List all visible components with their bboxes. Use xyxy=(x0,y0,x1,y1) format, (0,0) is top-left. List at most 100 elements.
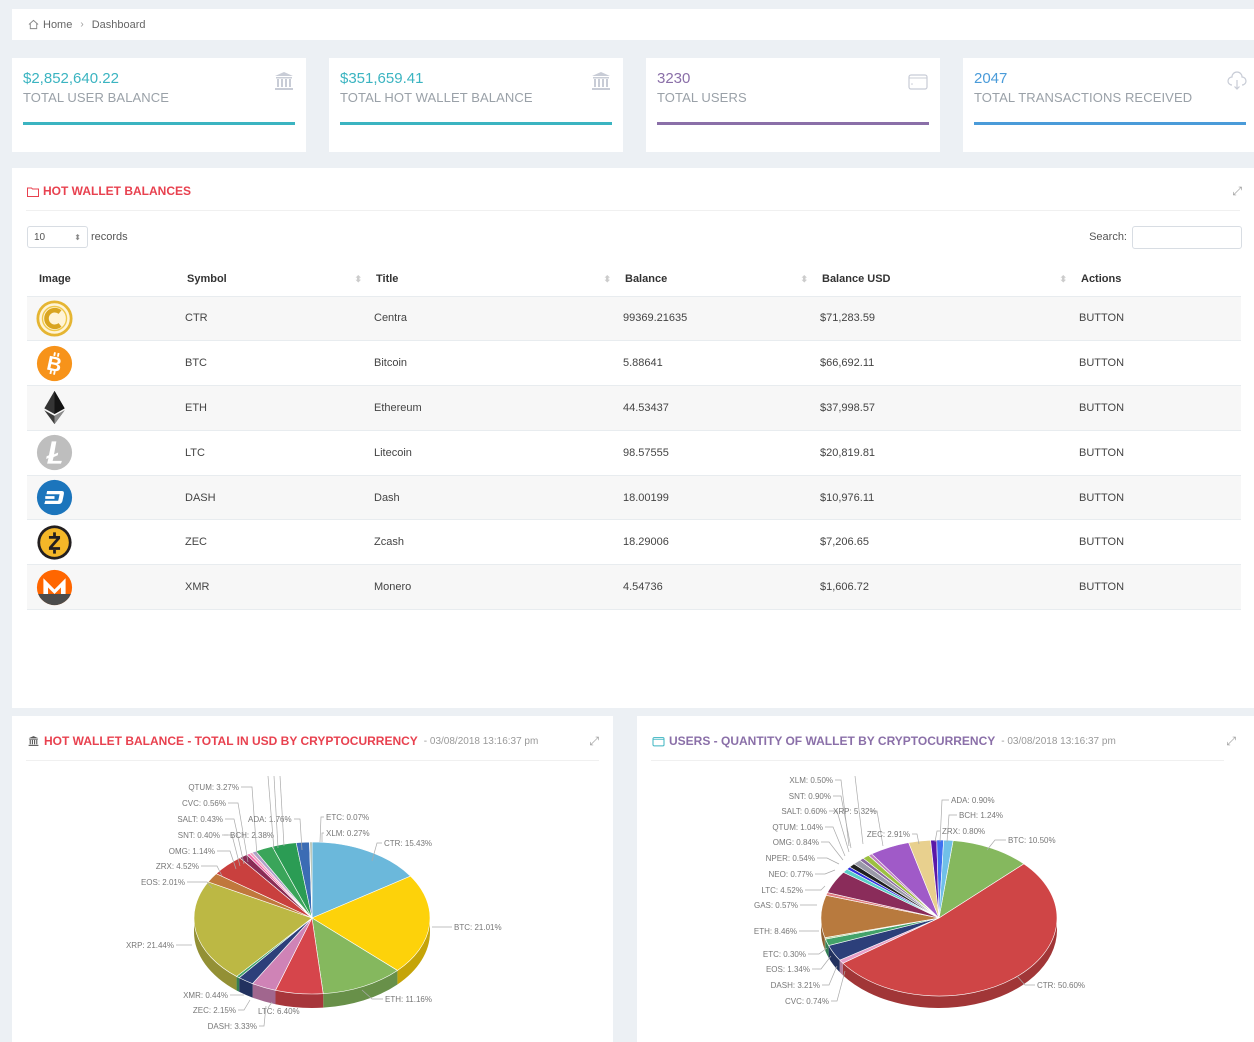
stat-label: TOTAL USER BALANCE xyxy=(23,90,170,105)
wallet-icon xyxy=(908,74,928,90)
action-button[interactable]: BUTTON xyxy=(1071,475,1241,521)
cell-title: Litecoin xyxy=(366,430,615,476)
cell-symbol: LTC xyxy=(177,430,366,476)
action-button[interactable]: BUTTON xyxy=(1071,519,1241,566)
column-header-symbol[interactable]: Symbol ⬍ xyxy=(177,262,366,297)
cell-title: Ethereum xyxy=(366,385,615,431)
pie-label-leader xyxy=(201,865,223,877)
cell-balance: 99369.21635 xyxy=(615,296,812,342)
pie-label: BTC: 21.01% xyxy=(454,923,502,932)
chart-title-text: USERS - QUANTITY OF WALLET BY CRYPTOCURR… xyxy=(669,734,996,748)
pie-label: XMR: 0.44% xyxy=(183,991,228,1000)
cell-balance: 18.00199 xyxy=(615,475,812,521)
pie-chart: CTR: 15.43% BTC: 21.01% ETH: 11.16% LTC: 6.… xyxy=(126,775,502,1031)
stat-label: TOTAL TRANSACTIONS RECEIVED xyxy=(974,90,1193,105)
pie-label: DASH: 3.21% xyxy=(771,981,820,990)
column-header-image: Image xyxy=(27,262,177,297)
column-header-balance[interactable]: Balance ⬍ xyxy=(615,262,812,297)
chart-title: HOT WALLET BALANCE - TOTAL IN USD BY CRY… xyxy=(27,734,538,748)
pie-label-leader xyxy=(1016,975,1035,986)
pie-slice-side-zec xyxy=(239,977,253,998)
wallet-icon xyxy=(652,736,665,746)
action-button[interactable]: BUTTON xyxy=(1071,430,1241,476)
stat-value: 3230 xyxy=(657,70,691,87)
expand-icon[interactable]: ⤢ xyxy=(1232,184,1242,198)
breadcrumb-home-link[interactable]: Home xyxy=(43,18,73,31)
cell-title: Monero xyxy=(366,564,615,611)
pie-label-leader xyxy=(267,1001,273,1009)
stat-card-total-transactions-received: 2047 TOTAL TRANSACTIONS RECEIVED xyxy=(963,58,1254,152)
pie-label: ZRX: 0.80% xyxy=(942,827,985,836)
pie-slice-side-eth xyxy=(323,970,398,1008)
pie-label-leader xyxy=(822,965,838,986)
pie-label-leader xyxy=(821,841,844,861)
cell-balance-usd: $71,283.59 xyxy=(812,296,1071,342)
pie-label: CVC: 0.56% xyxy=(182,799,226,808)
pie-slice-xlm[interactable] xyxy=(309,841,313,919)
pie-label-leader xyxy=(986,839,1006,851)
table-row: LTC Litecoin 98.57555 $20,819.81 BUTTON xyxy=(27,430,1241,476)
pie-label-leader xyxy=(225,818,245,865)
action-button[interactable]: BUTTON xyxy=(1071,296,1241,342)
pie-slice-side-ctr xyxy=(842,918,1057,1009)
cell-symbol: ETH xyxy=(177,385,366,431)
pie-label: CTR: 50.60% xyxy=(1037,981,1085,990)
divider xyxy=(26,760,599,761)
column-header-balance-usd[interactable]: Balance USD ⬍ xyxy=(812,262,1071,297)
expand-icon[interactable]: ⤢ xyxy=(1226,734,1236,748)
folder-icon xyxy=(27,187,39,197)
svg-text:B: B xyxy=(45,352,64,377)
pie-label: SNT: 0.40% xyxy=(178,831,220,840)
search-input[interactable] xyxy=(1132,226,1242,249)
bank-icon xyxy=(28,736,39,746)
pie-slice-btc[interactable] xyxy=(938,840,1025,919)
pie-label: GAS: 0.57% xyxy=(754,901,798,910)
column-header-title[interactable]: Title ⬍ xyxy=(366,262,615,297)
pie-slice-side-xmr xyxy=(236,976,240,992)
expand-icon[interactable]: ⤢ xyxy=(589,734,599,748)
pie-label: ADA: 1.76% xyxy=(248,815,292,824)
pie-label: EOS: 2.01% xyxy=(141,878,185,887)
chart-title: USERS - QUANTITY OF WALLET BY CRYPTOCURR… xyxy=(652,734,1116,748)
bank-icon xyxy=(275,72,293,90)
sort-icon: ⬍ xyxy=(354,274,362,284)
pie-label-leader xyxy=(831,970,846,1002)
pie-slice-btc[interactable] xyxy=(311,875,431,971)
pie-slice-side-dash xyxy=(252,983,276,1005)
cell-title: Centra xyxy=(366,296,615,342)
pie-label-leader xyxy=(912,833,920,845)
zcash-coin-icon xyxy=(37,525,72,560)
sort-icon: ⬍ xyxy=(800,274,808,284)
records-length-select[interactable]: 10 ⬍ xyxy=(27,226,88,248)
breadcrumb: Home › Dashboard xyxy=(12,9,1254,40)
stat-value: 2047 xyxy=(974,70,1008,87)
pie-label: ADA: 0.90% xyxy=(951,796,995,805)
stat-value: $351,659.41 xyxy=(340,70,424,87)
pie-label-leader xyxy=(241,786,258,857)
pie-label: OMG: 0.84% xyxy=(773,838,819,847)
cell-balance: 4.54736 xyxy=(615,564,812,611)
pie-label: ETH: 8.46% xyxy=(754,927,797,936)
pie-slice-ctr[interactable] xyxy=(842,863,1058,997)
pie-label: ZRX: 4.52% xyxy=(156,862,199,871)
home-icon xyxy=(28,19,39,30)
pie-label: QTUM: 1.04% xyxy=(772,823,823,832)
action-button[interactable]: BUTTON xyxy=(1071,340,1241,387)
pie-slice-ctr[interactable] xyxy=(311,841,412,919)
cell-symbol: XMR xyxy=(177,564,366,611)
pie-label-leader xyxy=(371,842,382,862)
pie-label-leader xyxy=(817,857,840,865)
cell-symbol: ZEC xyxy=(177,519,366,566)
pie-slice-bch[interactable] xyxy=(938,839,954,919)
pie-slice-xrp[interactable] xyxy=(193,881,313,977)
action-button[interactable]: BUTTON xyxy=(1071,564,1241,611)
pie-label-leader xyxy=(321,832,324,842)
cloud-download-icon xyxy=(1227,71,1247,90)
pie-label: BCH: 2.38% xyxy=(230,831,274,840)
cell-title: Bitcoin xyxy=(366,340,615,387)
pie-label-leader xyxy=(279,775,285,847)
pie-slice-eth[interactable] xyxy=(311,917,398,994)
table-row: DASH Dash 18.00199 $10,976.11 BUTTON xyxy=(27,475,1241,521)
action-button[interactable]: BUTTON xyxy=(1071,385,1241,431)
search-label: Search: xyxy=(1089,231,1127,243)
